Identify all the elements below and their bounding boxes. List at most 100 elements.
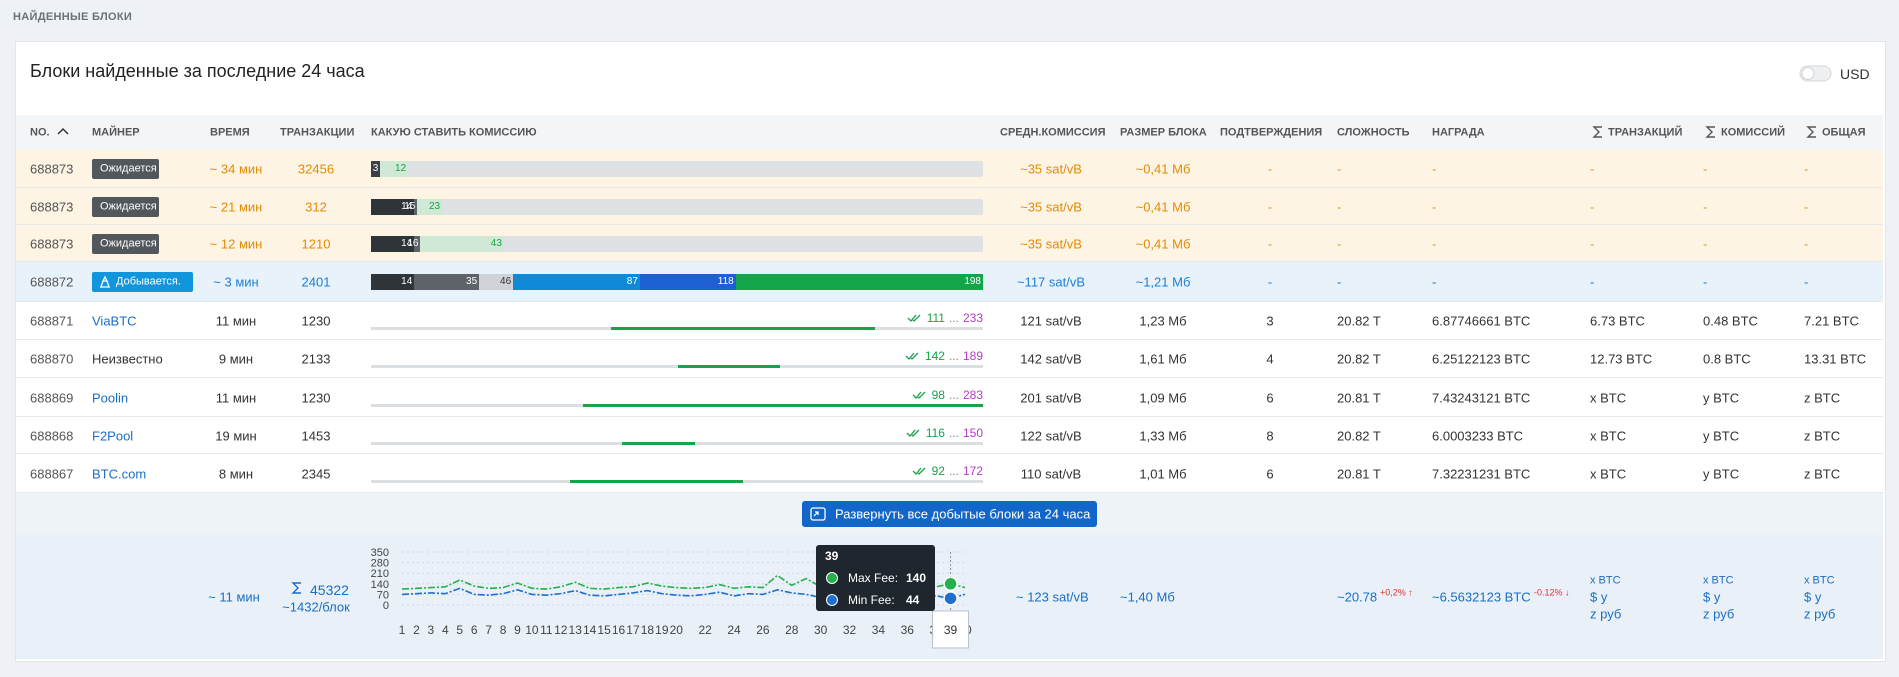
confirmations: -	[1267, 199, 1273, 214]
fee-max: 189	[962, 349, 983, 363]
summary-sum: x BTC	[1590, 574, 1621, 587]
transactions: 32456	[297, 161, 335, 177]
sum-fees: 0.8 BTC	[1703, 351, 1751, 367]
size: 1,23 Мб	[1139, 313, 1187, 329]
confirmed-icon	[912, 391, 926, 399]
confirmed-icon-shape	[905, 352, 919, 360]
sum-transactions: -	[1590, 274, 1595, 290]
confirmations: 6	[1266, 466, 1274, 481]
table-row	[16, 454, 1883, 493]
block-number: 688868	[30, 428, 74, 443]
sum-fees: 0.48 BTC	[1703, 313, 1758, 329]
miner-name: Неизвестно	[92, 351, 163, 367]
confirmations: 8	[1266, 428, 1274, 443]
fee-max: 172	[962, 463, 983, 478]
fee-range	[569, 479, 743, 483]
sum-fees: y BTC	[1703, 390, 1740, 405]
block-time: ~ 34 мин	[209, 161, 263, 177]
fee-track	[371, 365, 983, 368]
confirmed-icon-shape	[907, 314, 921, 322]
summary-sum: $ y	[1703, 589, 1721, 605]
block-number: 688873	[30, 161, 74, 177]
confirmed-icon-shape	[906, 429, 920, 437]
fee-segment	[371, 235, 415, 252]
fee-track	[371, 161, 983, 177]
confirmed-icon	[906, 429, 920, 437]
summary-transactions: 45322	[310, 582, 349, 598]
status-label: Ожидается	[100, 237, 157, 249]
sum-total: 13.31 BTC	[1804, 351, 1867, 367]
size: 1,09 Мб	[1139, 390, 1187, 405]
table-row	[16, 378, 1883, 417]
avg-fee: ~35 sat/vB	[1020, 236, 1082, 251]
column-header: ТРАНЗАКЦИЙ	[1608, 126, 1683, 139]
fee-segment-label: 14	[401, 276, 413, 287]
column-header: СРЕДН.КОМИССИЯ	[1000, 126, 1106, 139]
reward: -	[1432, 274, 1437, 290]
sum-total: 7.21 BTC	[1804, 313, 1859, 329]
confirmations: -	[1267, 274, 1273, 290]
size: ~1,21 Мб	[1135, 274, 1191, 290]
reward: 6.0003233 BTC	[1432, 428, 1524, 443]
fee-segment	[639, 274, 736, 290]
confirmed-icon-shape	[912, 467, 926, 475]
fee-min: 142	[924, 349, 945, 363]
transactions: 1210	[301, 236, 331, 251]
reward: 7.43243121 BTC	[1432, 390, 1531, 405]
sum-total: -	[1804, 236, 1809, 251]
miner-link: BTC.com	[92, 466, 147, 481]
fee-segment	[735, 274, 983, 290]
avg-fee: ~117 sat/vB	[1016, 274, 1086, 290]
mining-icon	[100, 275, 110, 288]
sum-transactions: 6.73 BTC	[1590, 313, 1645, 329]
reward: 7.32231231 BTC	[1432, 466, 1531, 481]
column-header: СЛОЖНОСТЬ	[1337, 126, 1410, 139]
fee-range	[621, 441, 696, 445]
confirmations: 3	[1266, 313, 1274, 329]
fee-segment-label: 35	[466, 276, 478, 287]
usd-toggle[interactable]	[1799, 65, 1833, 83]
fee-range-label: 142... 189	[905, 349, 983, 363]
column-header: ПОДТВЕРЖДЕНИЯ	[1220, 126, 1323, 139]
transactions: 2401	[301, 274, 331, 290]
summary-sum: z руб	[1703, 606, 1735, 622]
difficulty: 20.82 T	[1337, 313, 1381, 329]
fee-segment	[371, 198, 415, 215]
block-time: 11 мин	[215, 313, 257, 329]
fee-segment	[414, 274, 480, 290]
confirmed-icon-shape	[912, 391, 926, 399]
column-header: МАЙНЕР	[92, 126, 140, 139]
difficulty: -	[1337, 161, 1342, 177]
column-header: НАГРАДА	[1432, 126, 1485, 139]
sigma-icon	[1592, 126, 1602, 138]
summary-per-block: ~1432/блок	[282, 599, 350, 615]
sum-total: -	[1804, 161, 1809, 177]
difficulty: 20.82 T	[1337, 428, 1381, 443]
avg-fee: ~35 sat/vB	[1020, 199, 1082, 214]
sigma-shape	[1592, 126, 1602, 138]
fee-range-label: 92... 172	[912, 464, 983, 478]
fee-segment-label: 12	[394, 163, 407, 174]
size: 1,61 Мб	[1139, 351, 1187, 367]
sum-transactions: x BTC	[1590, 390, 1627, 405]
fee-segment	[380, 161, 409, 177]
column-header: КАКУЮ СТАВИТЬ КОМИССИЮ	[371, 126, 537, 139]
sum-total: z BTC	[1804, 428, 1841, 443]
sum-transactions: -	[1590, 161, 1595, 177]
size: 1,01 Мб	[1139, 466, 1187, 481]
column-header: ТРАНЗАКЦИИ	[280, 126, 355, 139]
sum-total: z BTC	[1804, 466, 1841, 481]
summary-sum: $ y	[1590, 589, 1608, 605]
block-time: ~ 21 мин	[209, 199, 263, 214]
fee-segment-label: 3	[372, 163, 379, 174]
transactions: 2345	[301, 466, 331, 481]
confirmations: 6	[1266, 390, 1274, 405]
avg-fee: 122 sat/vB	[1020, 428, 1082, 443]
table-header	[16, 115, 1883, 151]
expand-button[interactable]	[802, 501, 1097, 527]
fee-min: 116	[925, 425, 945, 440]
fee-segment-label: 14	[401, 237, 413, 249]
transactions: 1453	[301, 428, 331, 443]
sum-transactions: 12.73 BTC	[1590, 351, 1653, 367]
